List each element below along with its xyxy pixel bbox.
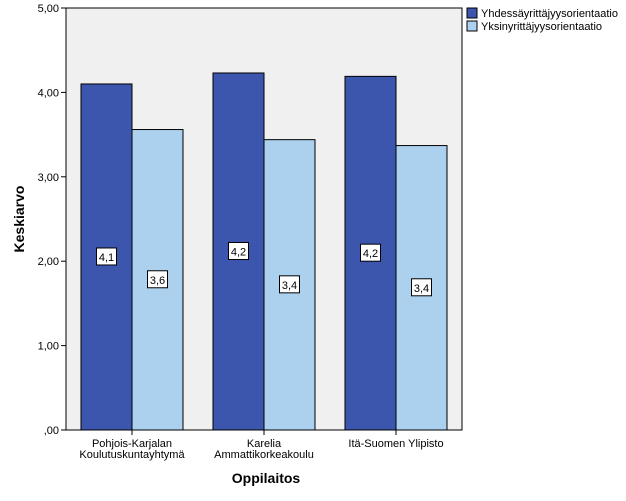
data-label-box bbox=[96, 247, 117, 266]
legend-swatch bbox=[466, 20, 478, 32]
data-label-box bbox=[147, 270, 168, 289]
y-tick-label: ,00 bbox=[44, 425, 59, 437]
data-label: 4,2 bbox=[231, 246, 246, 258]
y-tick-label: 1,00 bbox=[38, 341, 59, 353]
x-category-label: Ammattikorkeakoulu bbox=[214, 449, 314, 461]
data-label-box bbox=[279, 275, 300, 294]
x-category-label: Pohjois-Karjalan bbox=[92, 438, 172, 450]
legend: YhdessäyrittäjyysorientaatioYksinyrittäj… bbox=[466, 7, 618, 33]
data-label: 3,4 bbox=[282, 280, 297, 292]
x-category-label: Karelia bbox=[247, 438, 282, 450]
legend-label: Yksinyrittäjyysorientaatio bbox=[481, 21, 602, 33]
y-axis-title: Keskiarvo bbox=[11, 186, 27, 253]
data-label-box bbox=[411, 278, 432, 297]
y-tick-label: 2,00 bbox=[38, 256, 59, 268]
data-label: 3,6 bbox=[150, 275, 165, 287]
data-label: 3,4 bbox=[414, 283, 429, 295]
y-tick-label: 3,00 bbox=[38, 172, 59, 184]
x-axis-title: Oppilaitos bbox=[232, 470, 301, 486]
x-category-label: Itä-Suomen Ylipisto bbox=[348, 438, 443, 450]
bar-labels-group: 4,1 3,6 4,2 3,4 4,2 3,4 bbox=[96, 241, 432, 297]
data-label: 4,1 bbox=[99, 252, 114, 264]
legend-swatch bbox=[466, 7, 478, 19]
data-label-box bbox=[228, 241, 249, 260]
data-label-box bbox=[360, 243, 381, 262]
y-tick-label: 4,00 bbox=[38, 87, 59, 99]
y-tick-label: 5,00 bbox=[38, 3, 59, 15]
legend-label: Yhdessäyrittäjyysorientaatio bbox=[481, 8, 618, 20]
y-axis: ,00 1,00 2,00 3,00 4,00 5,00 bbox=[38, 3, 66, 437]
data-label: 4,2 bbox=[363, 248, 378, 260]
x-category-label: Koulutuskuntayhtymä bbox=[79, 449, 185, 461]
bars-group bbox=[80, 72, 448, 431]
